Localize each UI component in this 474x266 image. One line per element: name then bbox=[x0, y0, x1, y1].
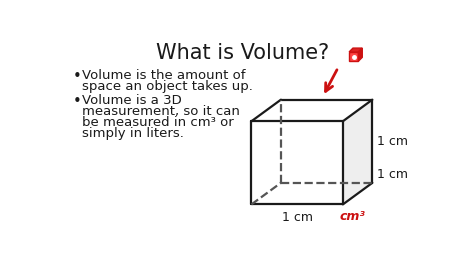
Text: space an object takes up.: space an object takes up. bbox=[82, 80, 254, 93]
Text: What is Volume?: What is Volume? bbox=[156, 43, 329, 63]
Polygon shape bbox=[358, 48, 362, 61]
Text: 1 cm: 1 cm bbox=[377, 168, 408, 181]
Text: 1 cm: 1 cm bbox=[377, 135, 408, 148]
Polygon shape bbox=[343, 100, 373, 204]
Text: measurement, so it can: measurement, so it can bbox=[82, 105, 240, 118]
Polygon shape bbox=[251, 183, 373, 204]
Text: cm³: cm³ bbox=[340, 210, 365, 223]
Polygon shape bbox=[349, 52, 358, 61]
Text: be measured in cm³ or: be measured in cm³ or bbox=[82, 116, 234, 129]
Polygon shape bbox=[251, 121, 343, 204]
Text: simply in liters.: simply in liters. bbox=[82, 127, 184, 140]
Text: Volume is a 3D: Volume is a 3D bbox=[82, 94, 182, 107]
Text: 1 cm: 1 cm bbox=[282, 211, 313, 223]
Text: Volume is the amount of: Volume is the amount of bbox=[82, 69, 246, 82]
Polygon shape bbox=[349, 48, 362, 52]
Polygon shape bbox=[251, 100, 373, 121]
Text: •: • bbox=[73, 69, 82, 84]
Text: •: • bbox=[73, 94, 82, 109]
